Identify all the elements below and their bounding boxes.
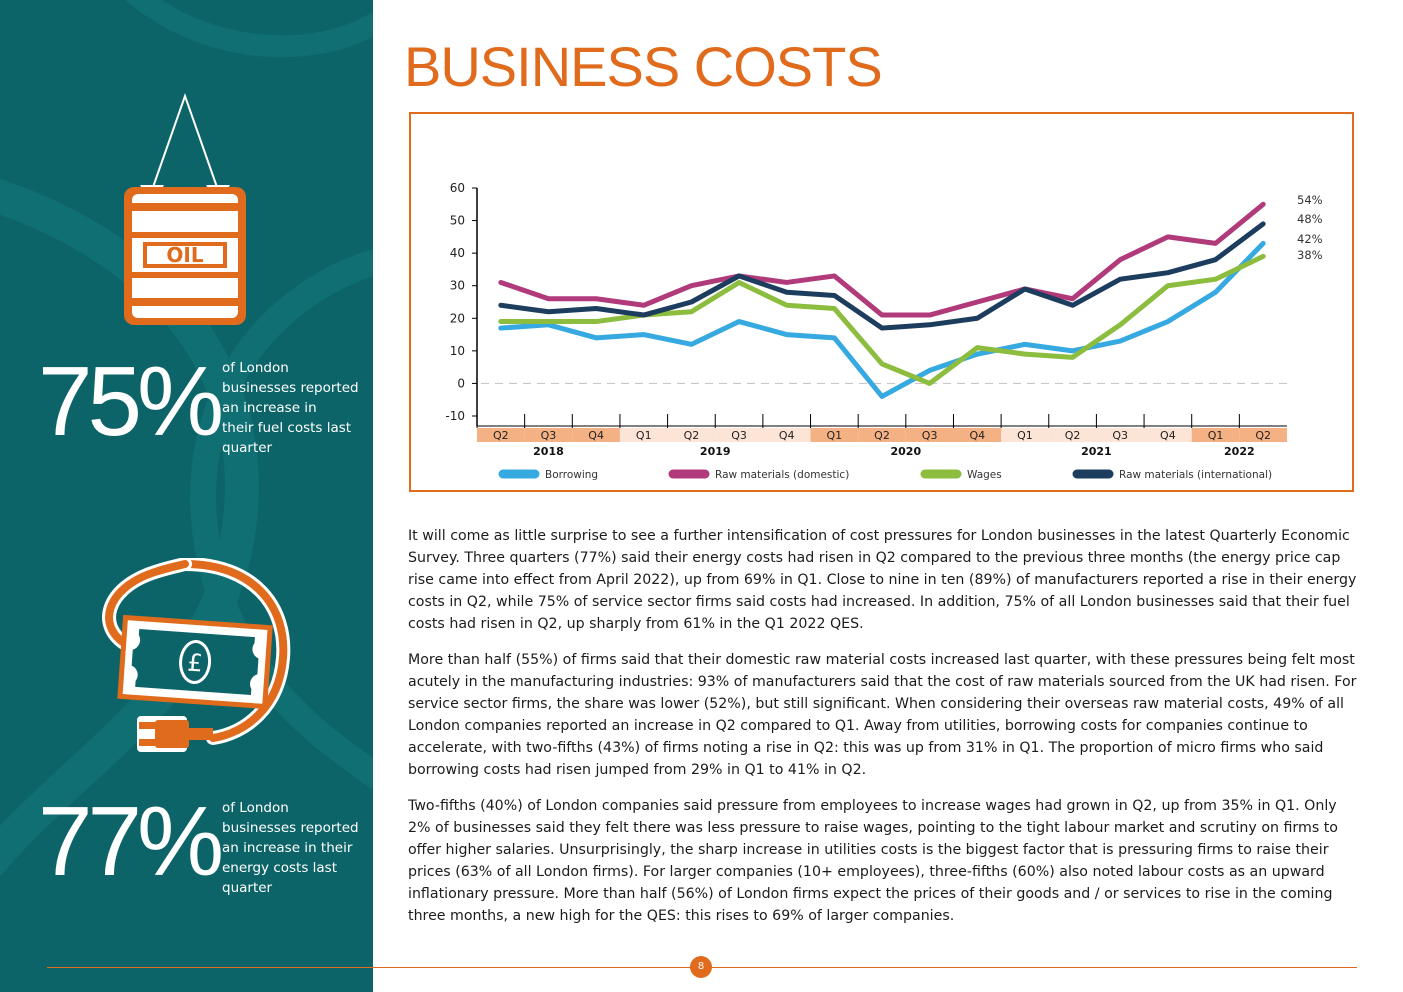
legend-label: Raw materials (international) — [1119, 469, 1272, 481]
x-tick-label: Q1 — [1017, 429, 1033, 442]
y-tick-label: 10 — [450, 344, 465, 358]
x-tick-label: Q2 — [493, 429, 509, 442]
oil-barrel-icon: OIL — [124, 92, 246, 325]
series-line-wages — [498, 253, 1266, 386]
x-tick-label: Q3 — [1112, 429, 1128, 442]
x-tick-label: Q1 — [636, 429, 652, 442]
legend-label: Raw materials (domestic) — [715, 469, 849, 481]
quarter-cell — [1001, 428, 1049, 442]
chart-frame: 60 50 40 30 20 10 0 -10 2018 2019 2020 2021 2022 Q2 Q3… — [409, 112, 1354, 492]
x-tick-label: Q1 — [827, 429, 843, 442]
quarter-cell — [715, 428, 763, 442]
x-tick-label: Q2 — [1255, 429, 1271, 442]
x-tick-label: Q4 — [588, 429, 604, 442]
quarter-cell — [1191, 428, 1240, 442]
quarter-cell — [905, 428, 954, 442]
paragraph-energy: It will come as little surprise to see a… — [408, 528, 1357, 632]
end-value-label: 42% — [1297, 232, 1323, 246]
quarter-cell — [810, 428, 859, 442]
quarter-cell — [524, 428, 573, 442]
legend-label: Wages — [967, 469, 1002, 481]
year-label: 2022 — [1224, 445, 1255, 458]
series-line-borrowing — [498, 240, 1266, 399]
quarter-cell — [619, 428, 668, 442]
body-text: It will come as little surprise to see a… — [408, 525, 1358, 941]
y-tick-label: 30 — [450, 279, 465, 293]
quarter-cell — [953, 428, 1002, 442]
y-tick-label: 20 — [450, 311, 465, 325]
year-label: 2021 — [1081, 445, 1112, 458]
x-tick-label: Q4 — [779, 429, 795, 442]
quarter-cell — [1048, 428, 1097, 442]
year-label: 2018 — [533, 445, 564, 458]
quarter-cell — [667, 428, 716, 442]
sidebar-panel: OIL 75% of London businesses reported an… — [0, 0, 373, 992]
x-tick-label: Q2 — [874, 429, 890, 442]
quarter-cell — [1239, 428, 1287, 442]
year-label: 2020 — [891, 445, 922, 458]
end-value-label: 48% — [1297, 212, 1323, 226]
page-title: BUSINESS COSTS — [404, 35, 883, 98]
x-tick-label: Q2 — [1065, 429, 1081, 442]
stat-energy-value: 77% — [38, 786, 224, 896]
paragraph-wages: Two-fifths (40%) of London companies sai… — [408, 798, 1338, 924]
quarter-cell — [1144, 428, 1192, 442]
page-number: 8 — [690, 956, 712, 978]
quarter-cell — [572, 428, 620, 442]
x-tick-label: Q4 — [1160, 429, 1176, 442]
quarter-cell — [858, 428, 906, 442]
x-tick-label: Q2 — [684, 429, 700, 442]
banknote-plug-icon: £ — [102, 558, 291, 752]
pound-sign: £ — [186, 649, 203, 678]
paragraph-raw-materials: More than half (55%) of firms said that … — [408, 652, 1357, 778]
quarter-cell — [1096, 428, 1145, 442]
oil-label: OIL — [166, 243, 203, 267]
y-tick-label: 0 — [457, 376, 465, 390]
quarter-cell — [477, 428, 525, 442]
legend-label: Borrowing — [545, 469, 598, 481]
x-tick-label: Q3 — [731, 429, 747, 442]
series-line-raw-materials-domestic — [498, 201, 1266, 318]
x-tick-label: Q3 — [541, 429, 557, 442]
stat-fuel-value: 75% — [38, 346, 224, 456]
series-line-raw-materials-international — [498, 221, 1266, 331]
end-value-label: 54% — [1297, 193, 1323, 207]
stat-energy-description: of London businesses reported an increas… — [222, 800, 359, 896]
y-tick-label: 40 — [450, 246, 465, 260]
x-tick-label: Q1 — [1208, 429, 1224, 442]
end-value-label: 38% — [1297, 248, 1323, 262]
decorative-swirl — [0, 0, 373, 877]
y-tick-label: 50 — [450, 214, 465, 228]
year-label: 2019 — [700, 445, 731, 458]
x-tick-label: Q3 — [922, 429, 938, 442]
stat-fuel-description: of London businesses reported an increas… — [222, 360, 359, 456]
y-tick-label: -10 — [445, 409, 465, 423]
y-tick-label: 60 — [450, 181, 465, 195]
quarter-cell — [762, 428, 811, 442]
x-tick-label: Q4 — [969, 429, 985, 442]
